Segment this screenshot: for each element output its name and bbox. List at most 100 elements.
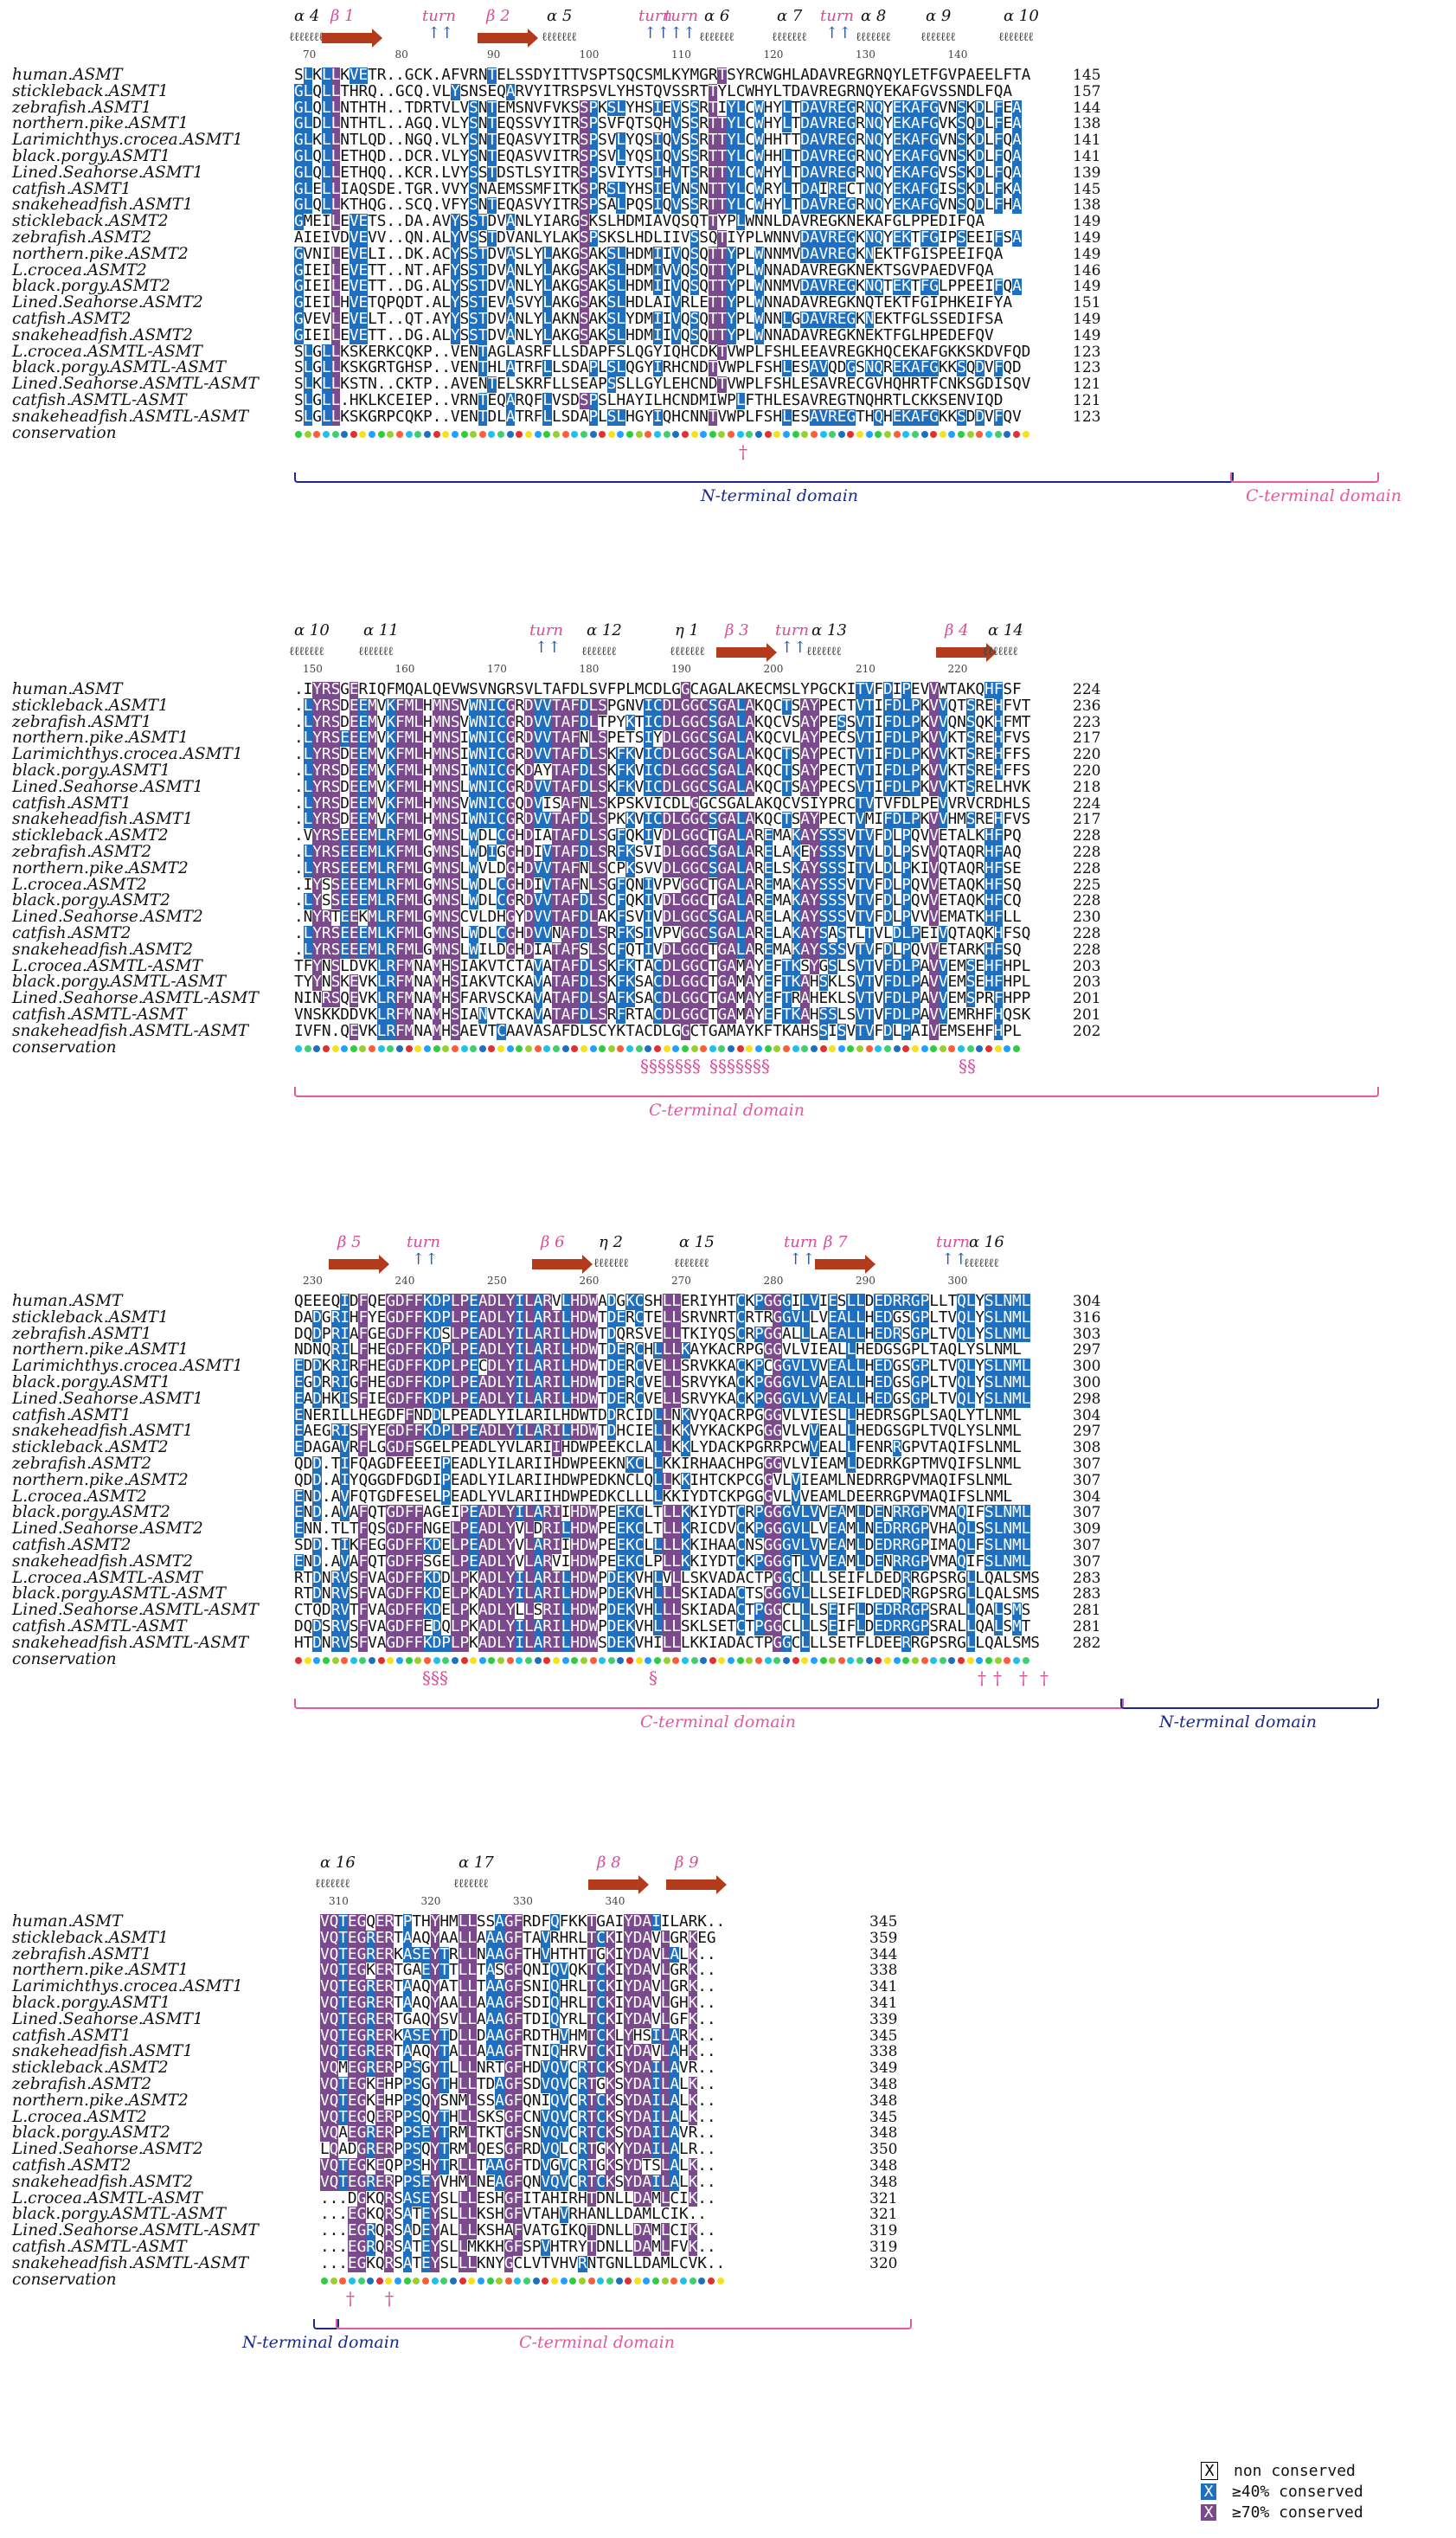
- residue-tick-label: 300: [947, 1275, 968, 1287]
- conservation-dot: [773, 430, 781, 438]
- residue-end-number: 321: [869, 2189, 898, 2207]
- residue-end-number: 282: [1073, 1634, 1101, 1652]
- species-label: Lined.Seahorse.ASMTL-ASMT: [12, 989, 259, 1008]
- beta-strand-arrow: [716, 643, 777, 662]
- sequence-row: END.AVAFQTGDFFSGELPEADLYVLARVIHDWPEEKCLP…: [294, 1553, 1031, 1571]
- conservation-dot: [837, 430, 845, 438]
- residue-end-number: 345: [869, 2027, 898, 2045]
- sequence-row: VQAEGRERPPSEYTRMLTKTGFSNVQVCRTCKSYDAILAV…: [320, 2125, 716, 2143]
- legend-swatch: X: [1201, 2503, 1216, 2522]
- ss-label: α 13: [811, 621, 847, 639]
- conservation-dot: [423, 1044, 431, 1052]
- residue-end-number: 319: [869, 2239, 898, 2256]
- sequence-row: SLGLLKSKGRPCQKP..VENTDLATRFLLSDAPLSLHGYI…: [294, 408, 1022, 426]
- domain-bracket: [336, 2318, 912, 2329]
- conservation-dot: [422, 2277, 430, 2284]
- residue-end-number: 348: [869, 2124, 898, 2143]
- sequence-row: GLQLLKTHQG..SCQ.VFYSNTEQASVYITRSPSALPQSI…: [294, 197, 1022, 215]
- residue-end-number: 217: [1073, 729, 1101, 748]
- conservation-dot: [728, 430, 735, 438]
- conservation-dot: [939, 1656, 946, 1664]
- sequence-row: TYYNSKEVKLRFMNAMHSIAKVTCKAVATAFDLSKFKSAC…: [294, 974, 1031, 992]
- ss-label: β 9: [675, 1854, 699, 1872]
- dagger-marker: †: [978, 1667, 986, 1688]
- sequence-row: GLQLLTHRQ..GCQ.VLYSNSEQARVYITRSPSVLYHSTQ…: [294, 83, 1012, 100]
- residue-tick-label: 140: [947, 48, 968, 61]
- conservation-dot: [645, 1044, 652, 1052]
- species-label: snakeheadfish.ASMTL-ASMT: [12, 2253, 249, 2272]
- conservation-dot: [930, 1044, 938, 1052]
- residue-end-number: 345: [869, 2108, 898, 2126]
- residue-tick-label: 90: [487, 48, 501, 61]
- conservation-dot: [958, 1656, 965, 1664]
- sequence-row: GIEILEVETT..DG.ALYSSTDVANLYLAKGSAKSLHDMI…: [294, 327, 994, 344]
- species-label: zebrafish.ASMT2: [12, 843, 152, 861]
- residue-end-number: 341: [869, 1995, 898, 2012]
- legend-40: X ≥40% conserved: [1201, 2481, 1363, 2502]
- conservation-dot: [615, 2277, 623, 2284]
- conservation-dot: [534, 430, 542, 438]
- conservation-dot: [707, 2277, 715, 2284]
- conservation-dot: [607, 1656, 615, 1664]
- conservation-dot: [552, 1044, 560, 1052]
- conservation-dot: [1004, 1044, 1011, 1052]
- species-label: zebrafish.ASMT1: [12, 712, 152, 731]
- residue-end-number: 146: [1073, 261, 1101, 280]
- conservation-dot: [829, 1656, 837, 1664]
- species-label: northern.pike.ASMT2: [12, 858, 189, 877]
- alpha-helix-coil: ℓℓℓℓℓℓℓ: [856, 30, 891, 44]
- species-label: human.ASMT: [12, 1292, 123, 1310]
- conservation-label: conservation: [12, 1649, 117, 1668]
- domain-bracket: [294, 472, 1234, 483]
- species-label: catfish.ASMT1: [12, 1405, 131, 1424]
- conservation-dot: [865, 430, 873, 438]
- conservation-dot: [801, 1044, 809, 1052]
- species-label: northern.pike.ASMT1: [12, 114, 189, 133]
- residue-tick-label: 250: [487, 1275, 507, 1287]
- residue-end-number: 228: [1073, 827, 1101, 845]
- residue-end-number: 228: [1073, 859, 1101, 877]
- conservation-dot: [359, 430, 367, 438]
- conservation-dot: [607, 430, 615, 438]
- sequence-row: GIEILEVETT..NT.AFYSSTDVANLYLAKGSAKSLHDMI…: [294, 262, 994, 280]
- conservation-dot: [819, 430, 827, 438]
- conservation-dot: [819, 1044, 827, 1052]
- conservation-dot: [470, 1656, 478, 1664]
- conservation-dot: [625, 2277, 632, 2284]
- conservation-dot: [700, 1044, 708, 1052]
- sequence-row: GIEILHVETQPQDT.ALYSSTEVASVYLAKGSAKSLHDLA…: [294, 295, 1012, 312]
- conservation-dot: [681, 1044, 689, 1052]
- sequence-row: ...DGKQRSASEYSLLLESHGFITAHIRHTDNLLDAMLCI…: [320, 2190, 716, 2207]
- conservation-dot: [571, 1044, 579, 1052]
- residue-end-number: 320: [869, 2254, 898, 2272]
- conservation-dot: [902, 1044, 910, 1052]
- sequence-row: VQTEGRERPPSEYVHMLNEAGFQNVQVCRTCKSYDAILAL…: [320, 2174, 716, 2191]
- sequence-row: GVEVLEVELT..QT.AYYSSTDVANLYLAKNSAKSLYDMI…: [294, 312, 1004, 328]
- sequence-row: .LYRSEEEMVKFMLHMNSIWNICGRDVVTAFNLSPETSIY…: [294, 730, 1031, 748]
- conservation-dot: [856, 430, 864, 438]
- sequence-row: ...EGKQRSATEYSLLLKSHGFVTAHVRHANLLDAMLCIK…: [320, 2207, 707, 2224]
- conservation-dots: [295, 1656, 1031, 1664]
- ss-label: turn: [784, 1233, 818, 1251]
- alpha-helix-coil: ℓℓℓℓℓℓℓ: [920, 30, 956, 44]
- conservation-dot: [497, 1044, 505, 1052]
- ss-label: β 7: [824, 1233, 848, 1251]
- ss-label: α 10: [1004, 7, 1039, 25]
- conservation-dot: [985, 1656, 993, 1664]
- conservation-dot: [377, 1656, 385, 1664]
- residue-end-number: 203: [1073, 957, 1101, 975]
- conservation-dot: [449, 2277, 457, 2284]
- ss-label: η 1: [675, 621, 699, 639]
- sequence-row: EAEGRISFYEGDFFKDPLPEADLYILARILHDWTDHCIEL…: [294, 1423, 1022, 1441]
- conservation-dot: [700, 1656, 708, 1664]
- species-label: catfish.ASMT2: [12, 924, 131, 942]
- beta-strand-arrow: [478, 29, 538, 48]
- conservation-dot: [580, 1044, 587, 1052]
- section-marker: §§§§§§§: [709, 1055, 770, 1076]
- conservation-dot: [580, 430, 587, 438]
- conservation-dot: [810, 1656, 818, 1664]
- sequence-row: VQTEGRERTGAQYSVLLAAAGFTDIQYRLTCKIYDAVLGF…: [320, 2011, 716, 2028]
- species-label: snakeheadfish.ASMT1: [12, 810, 194, 829]
- species-label: stickleback.ASMT2: [12, 1438, 169, 1457]
- species-label: catfish.ASMTL-ASMT: [12, 1617, 187, 1635]
